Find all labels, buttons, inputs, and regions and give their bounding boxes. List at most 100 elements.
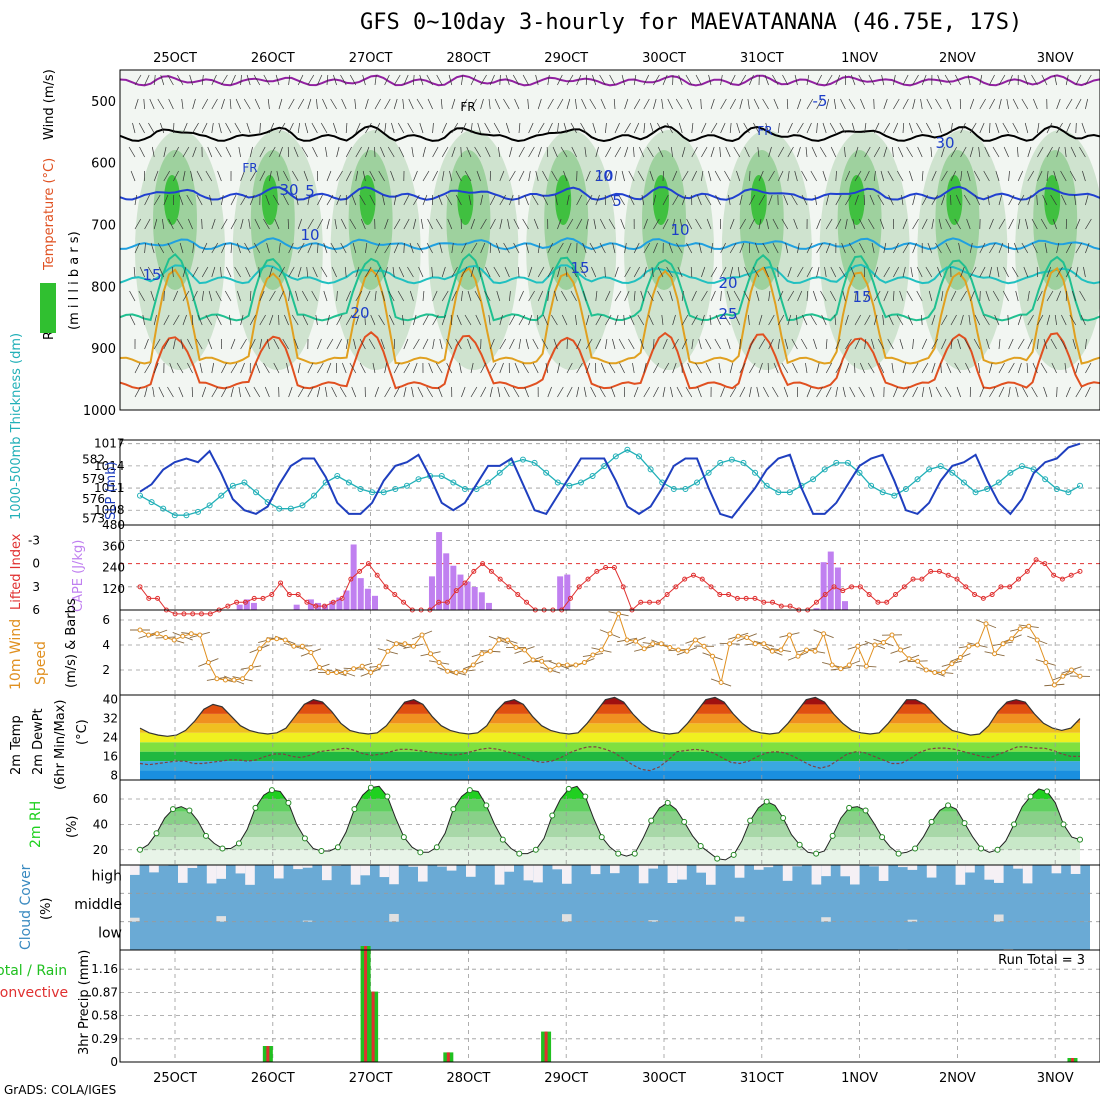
wind-barb (753, 122, 760, 134)
wind-speed-point (214, 676, 220, 682)
wind-barb (409, 290, 414, 302)
wind-barb (1037, 170, 1043, 182)
wind-speed-point (419, 632, 425, 638)
wind-barb (772, 386, 779, 398)
wind-barb (768, 194, 773, 206)
wind-barb (614, 314, 619, 326)
wind-barb (1056, 242, 1060, 254)
y-tick-temp: 8 (110, 768, 118, 782)
wind-barb (978, 362, 981, 374)
wind-barb (1008, 338, 1014, 350)
wind-barb (1008, 386, 1011, 398)
wind-barb (1031, 242, 1038, 254)
wind-barb (592, 74, 597, 86)
wind-barb (695, 74, 702, 86)
wind-barb (614, 122, 620, 134)
wind-barb (153, 74, 156, 86)
thickness-point (566, 482, 573, 489)
wind-barb (129, 314, 136, 326)
rh-shading (135, 130, 1100, 370)
wind-barb (295, 290, 299, 302)
wind-barb (920, 98, 923, 110)
wind-barb (1065, 74, 1069, 86)
wind-barb (533, 218, 539, 230)
wind-barb (691, 290, 697, 302)
wind-barb (941, 314, 948, 326)
wind-barb (476, 170, 481, 182)
lifted-point (444, 599, 450, 605)
lifted-point (594, 568, 600, 574)
wind-barb (762, 98, 769, 110)
wind-barb (672, 170, 678, 182)
wind-barb (249, 194, 255, 206)
wind-barb (197, 314, 203, 326)
wind-barb (910, 266, 913, 278)
tick-label-top: 29OCT (544, 51, 588, 66)
wind-barb (653, 194, 657, 206)
wind-barb (854, 338, 861, 350)
wind-barb (416, 98, 424, 110)
ylabel-slp: SLP (mb) (104, 461, 119, 520)
contour-label: 10 (594, 167, 613, 185)
wind-barb (581, 98, 587, 110)
wind-barb (1065, 122, 1071, 134)
lifted-point (1033, 557, 1039, 563)
wind-barb (513, 218, 520, 230)
y-tick-lifted: 3 (32, 580, 40, 594)
wind-barb (969, 290, 975, 302)
wind-barb (758, 362, 763, 374)
wind-barb (211, 98, 218, 110)
wind-barb (705, 362, 712, 374)
cape-bar (557, 576, 564, 610)
wind-barb (829, 122, 837, 134)
rh-band (140, 824, 1080, 838)
wind-barb (686, 218, 693, 230)
wind-barb (422, 314, 429, 326)
wind-barb (880, 170, 885, 182)
wind-barb (312, 266, 318, 278)
rh-point (763, 798, 770, 805)
wind-barb (806, 74, 810, 86)
thickness-point (380, 489, 387, 496)
rh-point (268, 787, 275, 794)
cloud-high-bar (792, 865, 802, 867)
wind-barb (681, 290, 684, 302)
wind-barb (138, 290, 145, 302)
wind-barb (944, 74, 952, 86)
wind-barb (916, 290, 923, 302)
wind-barb (340, 74, 347, 86)
wind-barb (643, 362, 647, 374)
wind-barb (893, 290, 895, 302)
wind-barb (710, 122, 718, 134)
wind-barb (221, 98, 225, 110)
cape-bar (372, 595, 378, 610)
wind-barb (173, 170, 179, 182)
cloud-high-bar (782, 865, 793, 881)
rh-shade-dark (653, 175, 669, 225)
wind-barb (401, 314, 405, 326)
wind-barb (672, 218, 676, 230)
rh-point (219, 845, 226, 852)
wind-speed-point (581, 660, 587, 665)
dewpoint-line (139, 746, 1080, 772)
temp-band (140, 761, 1080, 771)
wind-barb (782, 74, 789, 86)
thickness-point (403, 482, 410, 489)
wind-barb (1008, 74, 1013, 86)
wind-barb (236, 290, 241, 302)
wind-barb (787, 266, 792, 278)
thickness-point (461, 486, 468, 493)
wind-barb (432, 314, 439, 326)
lifted-point (348, 576, 354, 582)
cloud-high-bar (984, 865, 994, 880)
cape-bar (357, 578, 364, 610)
wind-barb (633, 386, 639, 398)
wind-barb (133, 266, 136, 278)
wind-barb (341, 98, 347, 110)
wind-barb (1027, 338, 1033, 350)
wind-barb (432, 338, 435, 350)
wind-speed-point (428, 651, 434, 657)
wind-barb (1069, 314, 1077, 326)
wind-barb (218, 122, 222, 134)
wind-barb (234, 266, 241, 278)
